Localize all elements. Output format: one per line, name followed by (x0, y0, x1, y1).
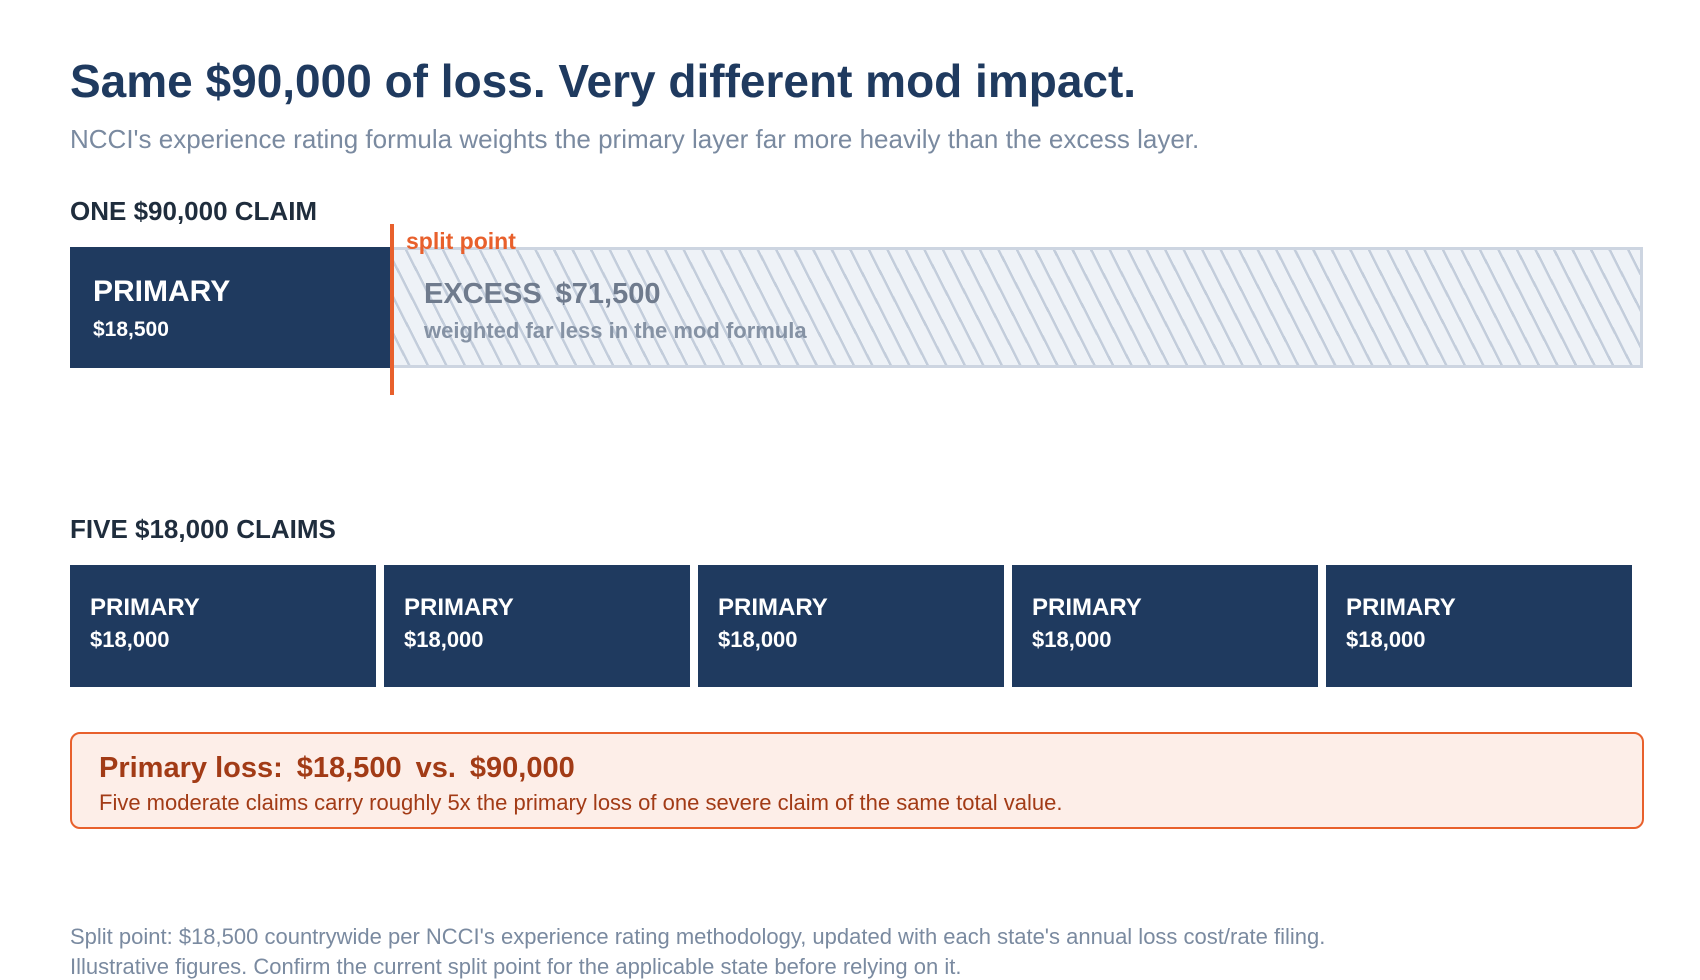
claim-amount: $18,000 (90, 627, 170, 652)
claim-label: PRIMARY (1346, 594, 1456, 621)
claim-amount: $18,000 (1032, 627, 1112, 652)
footnote-disclaimer: Illustrative figures. Confirm the curren… (70, 954, 962, 979)
claim-label: PRIMARY (718, 594, 828, 621)
single-claim-primary-layer: PRIMARY $18,500 (70, 247, 392, 368)
five-claims-section-label: FIVE $18,000 CLAIMS (70, 514, 336, 544)
primary-layer-label: PRIMARY (93, 275, 231, 308)
claim-label: PRIMARY (1032, 594, 1142, 621)
claim-block-3: PRIMARY $18,000 (698, 565, 1004, 687)
excess-layer-note: weighted far less in the mod formula (424, 318, 807, 343)
excess-layer-amount: $71,500 (555, 278, 661, 310)
primary-layer-amount: $18,500 (93, 318, 169, 341)
callout-body: Five moderate claims carry roughly 5x th… (99, 790, 1063, 815)
page-title: Same $90,000 of loss. Very different mod… (70, 55, 1137, 107)
single-claim-excess-layer: EXCESS $71,500 weighted far less in the m… (392, 247, 1643, 368)
split-point-label: split point (406, 228, 516, 254)
page-subtitle: NCCI's experience rating formula weights… (70, 124, 1200, 154)
split-point-marker (390, 224, 394, 395)
callout-value-b: $90,000 (469, 752, 575, 784)
claim-label: PRIMARY (90, 594, 200, 621)
excess-layer-label: EXCESS (424, 278, 542, 310)
five-claims-row: PRIMARY $18,000 PRIMARY $18,000 PRIMARY … (70, 565, 1638, 687)
single-claim-section-label: ONE $90,000 CLAIM (70, 196, 318, 226)
claim-amount: $18,000 (1346, 627, 1426, 652)
footnote-split-point: Split point: $18,500 countrywide per NCC… (70, 924, 1326, 949)
claim-label: PRIMARY (404, 594, 514, 621)
claim-block-5: PRIMARY $18,000 (1326, 565, 1632, 687)
claim-amount: $18,000 (404, 627, 484, 652)
callout-headline: Primary loss: $18,500 vs. $90,000 (99, 754, 1642, 783)
excess-layer-title: EXCESS $71,500 (424, 280, 1640, 309)
callout-value-a: $18,500 (296, 752, 402, 784)
callout-vs: vs. (415, 752, 456, 784)
claim-amount: $18,000 (718, 627, 798, 652)
claim-block-4: PRIMARY $18,000 (1012, 565, 1318, 687)
claim-block-1: PRIMARY $18,000 (70, 565, 376, 687)
callout-prefix: Primary loss: (99, 752, 283, 784)
claim-block-2: PRIMARY $18,000 (384, 565, 690, 687)
primary-loss-callout: Primary loss: $18,500 vs. $90,000 Five mode… (70, 732, 1644, 829)
